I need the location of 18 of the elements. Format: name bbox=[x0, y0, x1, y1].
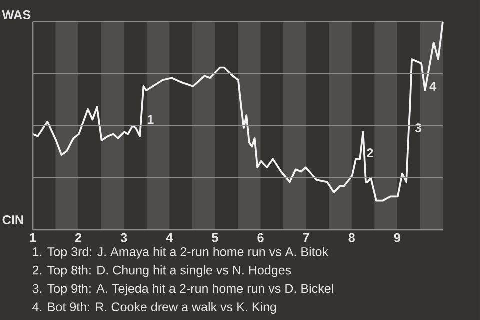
text: WAS bbox=[2, 10, 31, 20]
annotation: 4 bbox=[430, 82, 437, 91]
text: CIN bbox=[2, 216, 24, 224]
x-tick-label: 3 bbox=[120, 233, 128, 242]
annotation: 1 bbox=[148, 115, 154, 124]
x-tick-label: 6 bbox=[258, 233, 264, 242]
annotation: 2 bbox=[367, 148, 374, 158]
x-tick-label: 1 bbox=[30, 233, 36, 242]
text: 3. Top 9th: A. Tejeda hit a 2-run home run vs D. Bickel bbox=[32, 284, 334, 296]
text: 4. Bot 9th: R. Cooke drew a walk vs K. King bbox=[32, 302, 276, 314]
x-tick-label: 9 bbox=[394, 233, 400, 242]
text: 1. Top 3rd: J. Amaya hit a 2-run home run vs A. Bitok bbox=[33, 247, 329, 259]
x-tick-label: 4 bbox=[166, 233, 174, 242]
x-tick-label: 7 bbox=[303, 233, 310, 242]
x-tick-label: 8 bbox=[348, 233, 356, 242]
text: 2. Top 8th: D. Chung hit a single vs N. Hodges bbox=[32, 266, 292, 278]
x-tick-label: 2 bbox=[75, 233, 82, 242]
x-tick-label: 5 bbox=[212, 233, 218, 242]
